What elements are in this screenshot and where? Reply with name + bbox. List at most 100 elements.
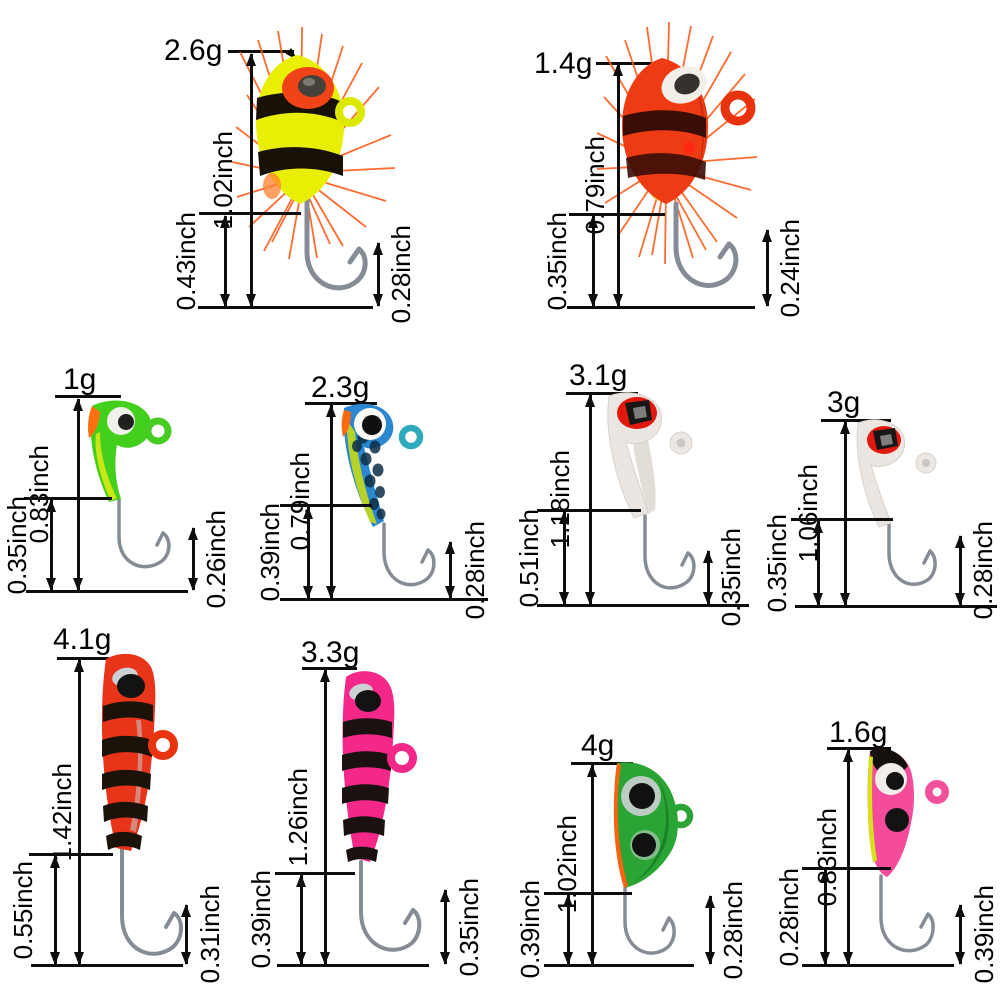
weight-reference-line (827, 747, 891, 750)
weight-label: 4.1g (53, 623, 112, 656)
line-eyelet (387, 743, 417, 773)
shank-length-label: 0.39inch (255, 503, 285, 602)
weight-label: 3g (827, 386, 861, 419)
body-length-label: 1.06inch (793, 464, 823, 563)
body-length-arrow-icon (617, 64, 620, 306)
baseline (277, 964, 429, 967)
shank-length-arrow-icon (592, 216, 595, 306)
body-length-arrow-icon (78, 660, 81, 964)
line-eyelet (148, 730, 178, 760)
line-eyelet (398, 424, 424, 450)
body-length-arrow-icon (847, 750, 850, 964)
shank-length-label: 0.35inch (762, 513, 792, 613)
line-eyelet (144, 417, 172, 445)
body-length-arrow-icon (591, 765, 594, 964)
shank-length-label: 0.39inch (515, 880, 545, 979)
baseline (544, 964, 694, 967)
mid-reference-line (537, 509, 641, 512)
weight-reference-line (596, 62, 662, 65)
lure-image-pearl-white-long (607, 392, 696, 590)
hook-gap-arrow-icon (959, 536, 962, 605)
shank-length-arrow-icon (567, 895, 570, 964)
body-length-arrow-icon (844, 422, 847, 605)
shank-length-arrow-icon (817, 521, 820, 605)
baseline (567, 306, 755, 309)
hook-gap-arrow-icon (192, 528, 195, 590)
weight-label: 2.3g (311, 371, 370, 404)
mid-reference-line (24, 497, 112, 500)
hook-gap-arrow-icon (449, 542, 452, 598)
lure-image-red-striped (101, 653, 183, 956)
body-length-arrow-icon (250, 54, 253, 306)
lure-image-blue-honeycomb (341, 403, 436, 587)
weight-label: 4g (581, 729, 615, 762)
hook (304, 193, 368, 291)
mid-reference-line (280, 504, 372, 507)
baseline (280, 598, 488, 601)
baseline (795, 605, 997, 608)
body-length-arrow-icon (77, 399, 80, 590)
hook-gap-arrow-icon (444, 890, 447, 964)
hook (623, 886, 676, 955)
shank-length-arrow-icon (563, 512, 566, 604)
shank-length-arrow-icon (50, 500, 53, 590)
hook-gap-label: 0.39inch (969, 885, 999, 984)
weight-label: 2.6g (164, 34, 223, 67)
hook-gap-label: 0.28inch (718, 880, 748, 980)
lure-image-yellow-feather (231, 26, 396, 291)
mid-reference-line (544, 892, 632, 895)
mid-reference-line (791, 518, 893, 521)
body-length-arrow-icon (330, 405, 333, 598)
body-length-label: 1.26inch (283, 767, 313, 867)
body-length-arrow-icon (589, 395, 592, 604)
lure-image-pink-striped (342, 671, 422, 952)
lure-image-green-spotted (613, 762, 694, 955)
shank-length-label: 0.35inch (542, 211, 572, 311)
lure-image-pearl-white (856, 419, 937, 586)
line-eyelet (335, 97, 365, 127)
baseline (26, 590, 188, 593)
mid-reference-line (569, 213, 665, 216)
mid-reference-line (802, 867, 891, 870)
body-length-label: 1.42inch (47, 762, 77, 862)
baseline (31, 964, 183, 967)
weight-label: 1g (63, 363, 97, 396)
weight-label: 3.3g (301, 636, 360, 669)
shank-length-label: 0.28inch (774, 867, 804, 967)
hook-gap-arrow-icon (377, 243, 380, 306)
shank-length-arrow-icon (307, 507, 310, 598)
hook-gap-arrow-icon (959, 905, 962, 964)
body-length-label: 0.83inch (812, 807, 842, 907)
shank-length-label: 0.55inch (8, 860, 38, 960)
hook (359, 860, 422, 952)
line-eyelet (720, 90, 756, 126)
hook (887, 523, 937, 586)
shank-length-arrow-icon (224, 216, 227, 306)
hook (382, 522, 436, 587)
weight-label: 1.4g (534, 47, 593, 80)
hook-gap-arrow-icon (707, 551, 710, 604)
weight-reference-line (571, 762, 633, 765)
hook-gap-label: 0.35inch (454, 877, 484, 977)
lure-image-green-grub (88, 400, 172, 569)
hook (643, 514, 696, 590)
hook-gap-arrow-icon (185, 905, 188, 964)
hook (117, 498, 171, 569)
weight-reference-line (55, 395, 121, 398)
weight-label: 3.1g (569, 359, 628, 392)
baseline (537, 604, 749, 607)
hook-gap-label: 0.35inch (716, 528, 746, 627)
shank-length-label: 0.51inch (514, 508, 544, 608)
shank-length-label: 0.35inch (2, 495, 32, 595)
hook (673, 201, 739, 288)
lure-image-red-feather (596, 21, 758, 288)
mid-reference-line (199, 212, 301, 215)
hook-gap-label: 0.28inch (968, 521, 998, 620)
hook (879, 874, 935, 953)
mid-reference-line (275, 872, 355, 875)
body-length-label: 0.79inch (285, 452, 315, 551)
shank-length-arrow-icon (54, 856, 57, 964)
baseline (198, 306, 373, 309)
weight-reference-line (305, 402, 377, 405)
shank-length-arrow-icon (824, 870, 827, 964)
